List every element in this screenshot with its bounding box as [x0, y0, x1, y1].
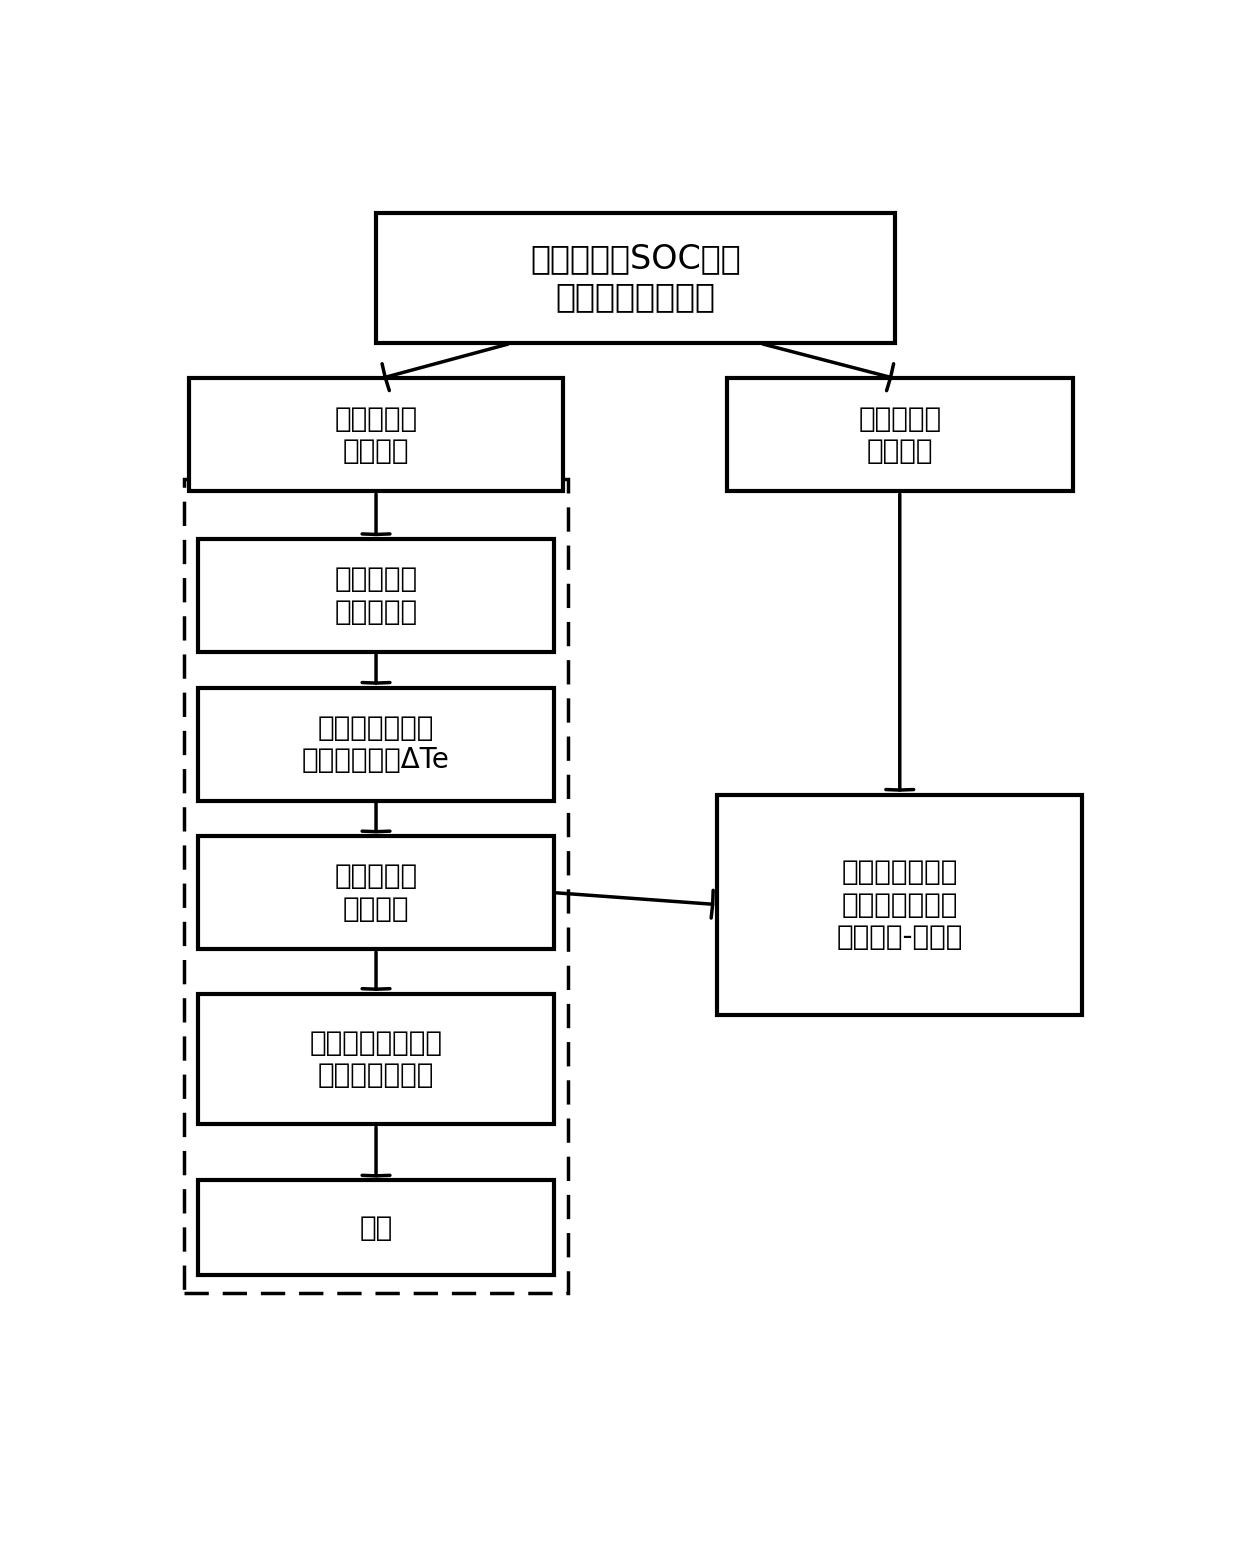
Bar	[198, 837, 554, 950]
Text: 电机实际扭
矩模式划分: 电机实际扭 矩模式划分	[335, 565, 418, 625]
Bar	[376, 213, 895, 343]
Text: 限制发动机需求扭
矩在允许范围内: 限制发动机需求扭 矩在允许范围内	[310, 1028, 443, 1090]
Bar	[198, 994, 554, 1124]
Bar	[198, 539, 554, 652]
Bar	[198, 687, 554, 800]
Bar	[188, 378, 563, 491]
Text: 由发动机需求扭
矩查最优工作曲
线（转矩-转速）: 由发动机需求扭 矩查最优工作曲 线（转矩-转速）	[837, 858, 963, 951]
Bar	[727, 378, 1073, 491]
Text: 滤波: 滤波	[360, 1214, 393, 1241]
Bar	[717, 795, 1083, 1014]
Text: 确定发动机
需求扭矩: 确定发动机 需求扭矩	[335, 863, 418, 923]
Text: 发动机需求
转速确定: 发动机需求 转速确定	[858, 405, 941, 465]
Bar	[198, 1180, 554, 1275]
Text: 混动模式下SOC高时
发动机工作点确定: 混动模式下SOC高时 发动机工作点确定	[531, 242, 740, 313]
Text: 发动机需求
扭矩确定: 发动机需求 扭矩确定	[335, 405, 418, 465]
Text: 确定发动机需求
与实际扭矩差ΔTe: 确定发动机需求 与实际扭矩差ΔTe	[303, 713, 450, 774]
Bar	[184, 479, 568, 1294]
